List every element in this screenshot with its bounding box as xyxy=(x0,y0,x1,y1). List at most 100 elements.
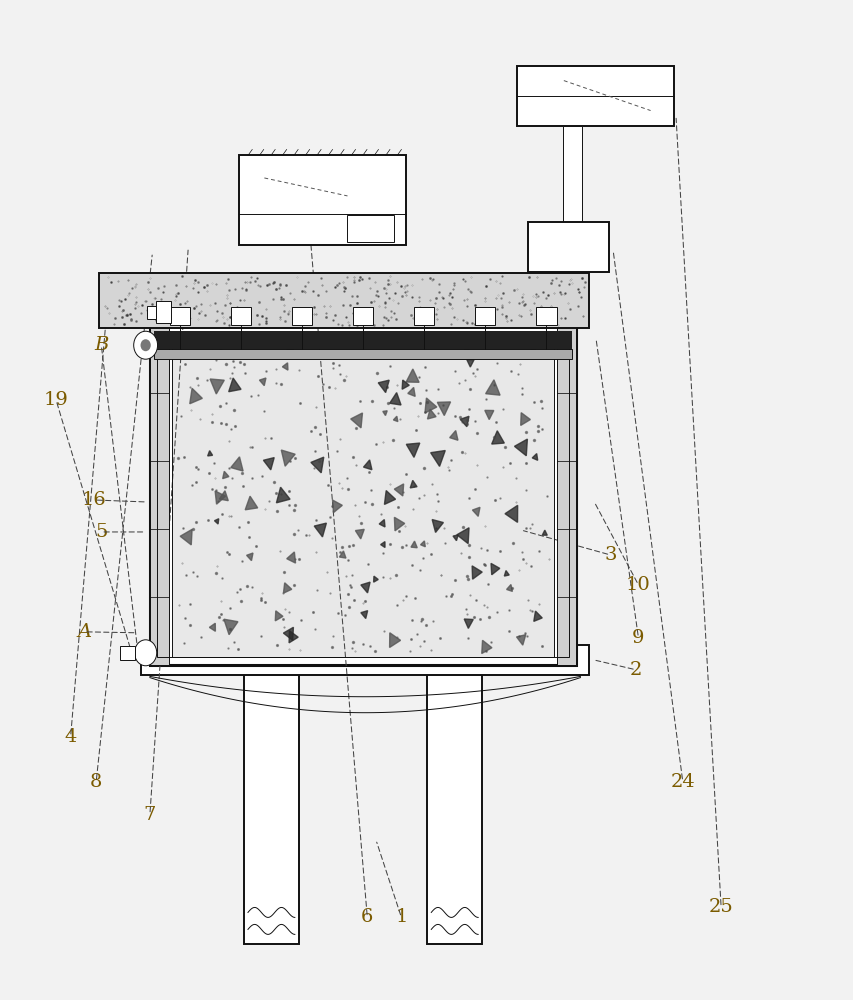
Polygon shape xyxy=(259,335,268,344)
Text: 4: 4 xyxy=(64,728,77,746)
Polygon shape xyxy=(504,571,508,576)
Polygon shape xyxy=(406,369,419,382)
Text: 20: 20 xyxy=(240,301,264,319)
Polygon shape xyxy=(420,541,425,547)
Polygon shape xyxy=(288,631,298,643)
Polygon shape xyxy=(437,402,450,416)
Polygon shape xyxy=(219,348,225,356)
Polygon shape xyxy=(464,619,473,628)
Polygon shape xyxy=(409,480,416,488)
Text: 2: 2 xyxy=(629,661,641,679)
Polygon shape xyxy=(275,611,282,621)
Polygon shape xyxy=(472,566,482,579)
Bar xyxy=(154,331,572,349)
Polygon shape xyxy=(230,457,243,471)
Polygon shape xyxy=(481,640,491,654)
Polygon shape xyxy=(432,520,443,532)
Polygon shape xyxy=(355,529,363,539)
Text: 7: 7 xyxy=(143,806,156,824)
Text: 9: 9 xyxy=(631,629,644,647)
Polygon shape xyxy=(394,517,404,531)
Bar xyxy=(426,660,482,944)
Polygon shape xyxy=(406,443,420,457)
Polygon shape xyxy=(189,388,202,404)
Polygon shape xyxy=(361,582,369,593)
Polygon shape xyxy=(283,583,292,593)
Polygon shape xyxy=(382,411,386,416)
Polygon shape xyxy=(283,627,293,640)
Polygon shape xyxy=(180,529,192,545)
Polygon shape xyxy=(463,347,469,353)
Bar xyxy=(148,306,156,319)
Bar xyxy=(99,273,589,328)
Text: A: A xyxy=(77,623,91,641)
Polygon shape xyxy=(209,623,215,631)
Text: 8: 8 xyxy=(90,773,102,791)
Polygon shape xyxy=(286,343,293,352)
Polygon shape xyxy=(263,458,274,470)
Text: B: B xyxy=(94,336,108,354)
Polygon shape xyxy=(530,346,537,355)
Polygon shape xyxy=(229,378,241,392)
Polygon shape xyxy=(402,380,409,389)
Text: 25: 25 xyxy=(708,898,733,916)
Polygon shape xyxy=(491,431,504,444)
Polygon shape xyxy=(456,528,468,544)
Polygon shape xyxy=(245,496,258,510)
Polygon shape xyxy=(450,431,457,440)
Bar xyxy=(230,307,251,325)
Polygon shape xyxy=(373,576,378,582)
Bar xyxy=(154,349,572,359)
Polygon shape xyxy=(389,393,401,405)
Polygon shape xyxy=(363,460,372,470)
Text: 19: 19 xyxy=(44,391,68,409)
Text: 10: 10 xyxy=(625,576,650,594)
Polygon shape xyxy=(339,551,345,558)
Polygon shape xyxy=(247,553,252,561)
Polygon shape xyxy=(219,491,228,501)
Polygon shape xyxy=(490,563,499,575)
Polygon shape xyxy=(384,491,395,504)
Bar xyxy=(347,215,393,242)
Polygon shape xyxy=(379,520,385,527)
Circle shape xyxy=(141,339,151,351)
Bar xyxy=(352,307,373,325)
Polygon shape xyxy=(223,619,238,635)
Bar xyxy=(142,645,589,675)
Polygon shape xyxy=(472,507,479,516)
Bar xyxy=(557,325,576,665)
Polygon shape xyxy=(207,451,212,456)
Bar xyxy=(120,646,136,660)
Bar xyxy=(150,325,576,665)
Bar xyxy=(563,126,582,245)
Polygon shape xyxy=(514,439,527,456)
Bar xyxy=(171,333,554,657)
Text: 3: 3 xyxy=(603,546,616,564)
Polygon shape xyxy=(332,500,342,513)
Polygon shape xyxy=(214,519,218,524)
Polygon shape xyxy=(427,409,436,419)
Polygon shape xyxy=(310,457,323,473)
Circle shape xyxy=(135,640,157,666)
Polygon shape xyxy=(504,505,517,522)
Polygon shape xyxy=(378,380,389,393)
Bar xyxy=(536,307,556,325)
Bar xyxy=(156,301,171,323)
Bar xyxy=(150,325,168,665)
Bar xyxy=(516,66,674,126)
Polygon shape xyxy=(467,360,473,367)
Bar xyxy=(292,307,312,325)
Polygon shape xyxy=(533,611,542,621)
Polygon shape xyxy=(542,530,547,535)
Text: 1: 1 xyxy=(395,908,407,926)
Polygon shape xyxy=(361,611,367,619)
Bar xyxy=(169,307,189,325)
Polygon shape xyxy=(485,380,500,395)
Polygon shape xyxy=(485,410,493,420)
Polygon shape xyxy=(205,340,211,347)
Text: 24: 24 xyxy=(670,773,694,791)
Bar xyxy=(171,333,554,657)
Polygon shape xyxy=(520,413,530,425)
Polygon shape xyxy=(215,491,225,504)
Polygon shape xyxy=(225,338,232,345)
